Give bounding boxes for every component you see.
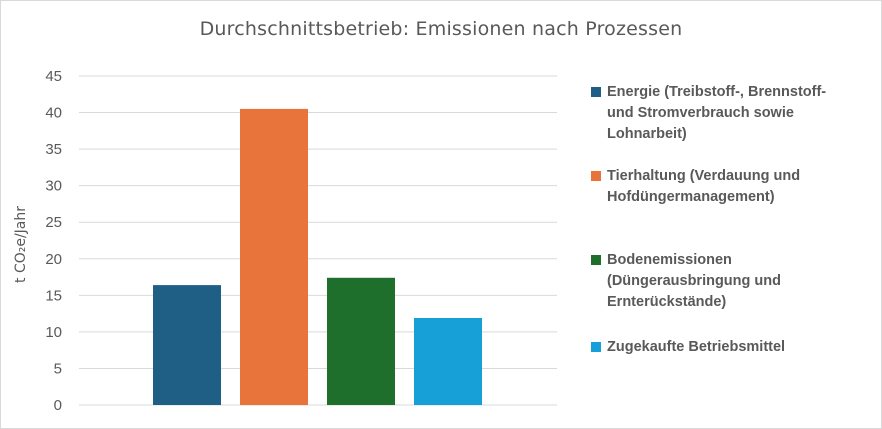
chart-title: Durchschnittsbetrieb: Emissionen nach Pr… — [199, 18, 683, 40]
legend-item-4: Zugekaufte Betriebsmittel — [591, 337, 876, 358]
legend-label: Zugekaufte Betriebsmittel — [607, 339, 786, 355]
legend-label: Energie (Treibstoff-, Brennstoff- und St… — [607, 84, 827, 142]
y-axis-ticks: 0 5 10 15 20 25 30 35 40 45 — [45, 68, 62, 414]
y-tick-label: 0 — [54, 397, 62, 414]
legend-swatch — [591, 255, 601, 265]
gridlines — [79, 75, 557, 406]
y-tick-label: 45 — [45, 68, 62, 85]
legend-item-1: Energie (Treibstoff-, Brennstoff- und St… — [591, 82, 876, 145]
y-tick-label: 30 — [45, 178, 62, 195]
y-tick-label: 35 — [45, 141, 62, 158]
legend-swatch — [591, 342, 601, 352]
bar-3 — [327, 277, 395, 405]
legend-swatch — [591, 87, 601, 97]
y-tick-label: 40 — [45, 105, 62, 122]
y-tick-label: 15 — [45, 287, 62, 304]
legend-item-3: Bodenemissionen (Düngerausbringung und E… — [591, 250, 876, 313]
y-tick-label: 5 — [54, 360, 62, 377]
bar-2 — [240, 108, 308, 406]
y-tick-label: 20 — [45, 251, 62, 268]
y-axis-label: t CO₂e/Jahr — [13, 206, 29, 283]
legend-item-2: Tierhaltung (Verdauung und Hofdüngermana… — [591, 166, 876, 208]
legend-label: Bodenemissionen (Düngerausbringung und E… — [607, 252, 781, 310]
legend-swatch — [591, 171, 601, 181]
y-tick-label: 10 — [45, 324, 62, 341]
bar-4 — [414, 317, 482, 405]
legend-label: Tierhaltung (Verdauung und Hofdüngermana… — [607, 168, 801, 205]
bars — [153, 108, 482, 406]
bar-1 — [153, 285, 221, 405]
y-tick-label: 25 — [45, 214, 62, 231]
